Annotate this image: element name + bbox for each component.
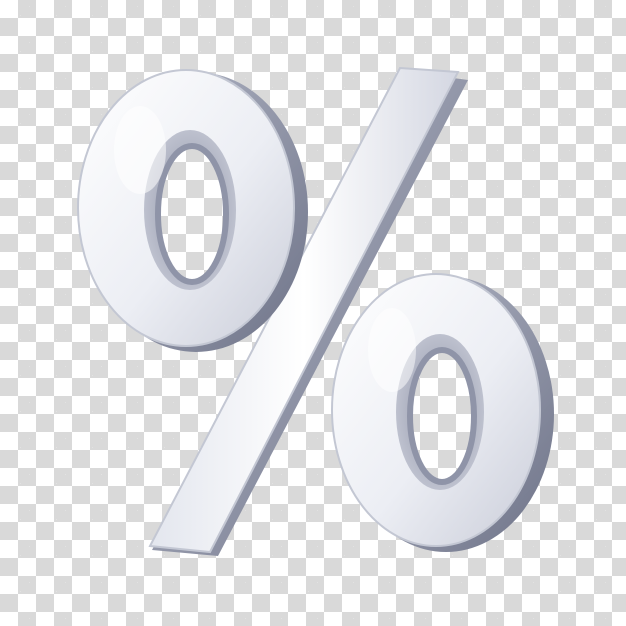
bottom-zero bbox=[331, 273, 554, 552]
slash-bar-face bbox=[148, 66, 460, 554]
top-zero bbox=[77, 69, 308, 352]
bottom-zero-highlight bbox=[368, 308, 416, 392]
top-zero-highlight bbox=[114, 106, 166, 194]
